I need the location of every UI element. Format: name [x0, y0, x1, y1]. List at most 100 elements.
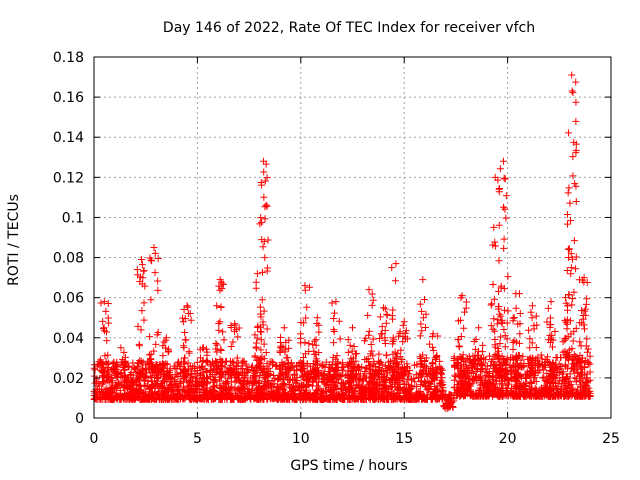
data-point	[162, 371, 170, 379]
data-point	[263, 267, 271, 275]
data-point	[384, 362, 392, 370]
data-point	[547, 298, 555, 306]
data-point	[328, 299, 336, 307]
data-point	[196, 388, 204, 396]
data-point	[450, 356, 458, 364]
data-point	[551, 364, 559, 372]
data-point	[520, 360, 528, 368]
data-point	[395, 386, 403, 394]
data-point	[216, 318, 224, 326]
data-point	[383, 351, 391, 359]
data-point	[322, 382, 330, 390]
data-point	[263, 325, 271, 333]
data-point	[525, 391, 533, 399]
data-point	[541, 385, 549, 393]
data-point	[565, 184, 573, 192]
data-point	[359, 392, 367, 400]
data-point	[471, 345, 479, 353]
data-point	[140, 267, 148, 275]
data-point	[338, 364, 346, 372]
data-point	[564, 373, 572, 381]
data-point	[457, 356, 465, 364]
x-tick-label: 0	[90, 431, 99, 447]
data-point	[583, 335, 591, 343]
data-point	[500, 325, 508, 333]
data-point	[209, 382, 217, 390]
data-point	[569, 255, 577, 263]
data-point	[458, 377, 466, 385]
data-point	[504, 307, 512, 315]
data-point	[528, 361, 536, 369]
data-point	[154, 277, 162, 285]
data-point	[194, 395, 202, 403]
data-point	[446, 391, 454, 399]
data-point	[576, 383, 584, 391]
data-point	[130, 364, 138, 372]
data-point	[125, 363, 133, 371]
data-point	[314, 367, 322, 375]
data-point	[393, 359, 401, 367]
data-point	[329, 372, 337, 380]
data-point	[145, 351, 153, 359]
data-point	[576, 319, 584, 327]
data-point	[461, 308, 469, 316]
data-point	[381, 327, 389, 335]
data-point	[116, 394, 124, 402]
data-point	[260, 382, 268, 390]
data-point	[339, 379, 347, 387]
data-point	[354, 396, 362, 404]
y-tick-label: 0.06	[53, 291, 84, 307]
data-point	[179, 395, 187, 403]
data-point	[142, 383, 150, 391]
data-point	[522, 375, 530, 383]
data-point	[396, 353, 404, 361]
data-point	[261, 215, 269, 223]
data-point	[401, 387, 409, 395]
data-point	[220, 336, 228, 344]
data-point	[163, 360, 171, 368]
data-point	[141, 374, 149, 382]
data-point	[207, 362, 215, 370]
data-point	[510, 387, 518, 395]
data-point	[458, 373, 466, 381]
data-point	[217, 345, 225, 353]
data-point	[392, 354, 400, 362]
data-point	[516, 310, 524, 318]
data-point	[572, 324, 580, 332]
data-point	[489, 356, 497, 364]
data-point	[481, 377, 489, 385]
data-point	[378, 323, 386, 331]
data-point	[252, 278, 260, 286]
data-point	[449, 403, 457, 411]
x-tick-label: 10	[292, 431, 310, 447]
data-point	[502, 214, 510, 222]
x-tick-label: 15	[395, 431, 413, 447]
data-point	[416, 332, 424, 340]
data-point	[270, 380, 278, 388]
data-point	[97, 299, 105, 307]
data-point	[566, 199, 574, 207]
data-point	[569, 337, 577, 345]
data-point	[205, 396, 213, 404]
data-point	[134, 322, 142, 330]
data-point	[565, 389, 573, 397]
data-point	[169, 386, 177, 394]
data-point	[375, 364, 383, 372]
data-point	[96, 388, 104, 396]
data-point	[532, 343, 540, 351]
data-point	[368, 290, 376, 298]
data-point	[501, 175, 509, 183]
data-point	[500, 235, 508, 243]
data-point	[256, 303, 264, 311]
data-point	[199, 356, 207, 364]
data-point	[260, 168, 268, 176]
data-point	[526, 335, 534, 343]
data-point	[216, 286, 224, 294]
data-point	[216, 384, 224, 392]
data-point	[543, 377, 551, 385]
data-point	[381, 362, 389, 370]
data-point	[412, 390, 420, 398]
data-point	[304, 369, 312, 377]
data-point	[400, 318, 408, 326]
